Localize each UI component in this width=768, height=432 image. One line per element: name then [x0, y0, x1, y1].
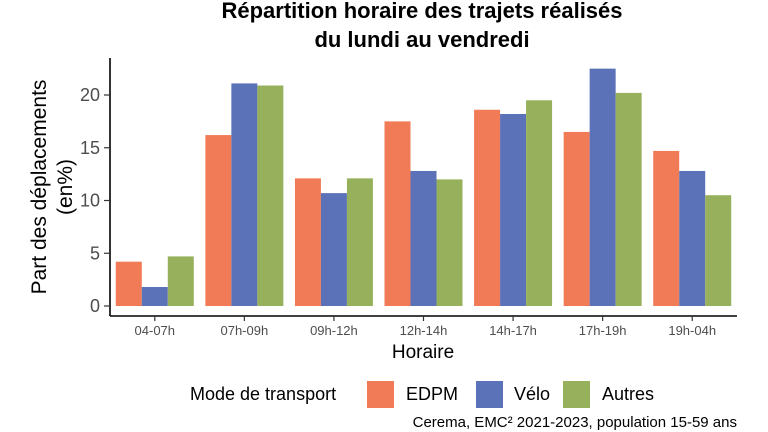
y-axis-label-unit: (en%)	[54, 159, 77, 215]
legend-title: Mode de transport	[190, 384, 336, 404]
bar-04-07h-autres	[167, 256, 194, 306]
x-tick-label-04-07h: 04-07h	[135, 323, 175, 338]
legend-label-autres: Autres	[602, 384, 654, 404]
bar-09h-12h-autres	[346, 178, 373, 306]
bar-09h-12h-velo	[320, 193, 347, 306]
bar-12h-14h-velo	[410, 170, 437, 306]
legend-swatch-velo	[476, 381, 503, 408]
bar-09h-12h-edpm	[294, 178, 321, 306]
bars	[115, 68, 732, 307]
bar-17h-19h-edpm	[563, 131, 590, 306]
legend-label-velo: Vélo	[514, 384, 550, 404]
chart-title-line2: du lundi au vendredi	[314, 27, 529, 52]
bar-04-07h-edpm	[115, 261, 142, 306]
bar-12h-14h-autres	[436, 179, 463, 306]
legend-swatch-edpm	[367, 381, 394, 408]
bar-12h-14h-edpm	[384, 121, 411, 306]
bar-17h-19h-velo	[589, 68, 616, 306]
bar-14h-17h-edpm	[474, 109, 501, 307]
legend-swatch-autres	[563, 381, 590, 408]
legend: Mode de transport EDPM Vélo Autres	[190, 381, 654, 408]
x-tick-label-17h-19h: 17h-19h	[579, 323, 627, 338]
bar-19h-04h-velo	[679, 170, 706, 306]
bar-17h-19h-autres	[615, 92, 642, 306]
legend-label-edpm: EDPM	[406, 384, 458, 404]
y-tick-label-15: 15	[80, 138, 100, 158]
y-axis-label: Part des déplacements	[28, 80, 51, 295]
x-tick-label-12h-14h: 12h-14h	[400, 323, 448, 338]
x-tick-label-14h-17h: 14h-17h	[489, 323, 537, 338]
y-tick-label-20: 20	[80, 85, 100, 105]
bar-14h-17h-autres	[526, 100, 553, 307]
bar-04-07h-velo	[141, 287, 168, 306]
bar-14h-17h-velo	[500, 113, 527, 307]
y-axis-ticks: 0 5 10 15 20	[80, 85, 110, 316]
chart-title: Répartition horaire des trajets réalisés	[221, 0, 622, 23]
bar-07h-09h-velo	[231, 83, 258, 307]
y-tick-label-10: 10	[80, 191, 100, 211]
bar-07h-09h-autres	[257, 85, 284, 306]
bar-19h-04h-autres	[705, 195, 732, 306]
x-tick-label-19h-04h: 19h-04h	[668, 323, 716, 338]
source-caption: Cerema, EMC² 2021-2023, population 15-59…	[413, 414, 737, 431]
x-tick-label-09h-12h: 09h-12h	[310, 323, 358, 338]
y-tick-label-5: 5	[90, 243, 100, 263]
bar-07h-09h-edpm	[205, 135, 232, 306]
x-axis-label: Horaire	[392, 342, 454, 363]
x-tick-label-07h-09h: 07h-09h	[220, 323, 268, 338]
y-tick-label-0: 0	[90, 296, 100, 316]
x-axis-ticks: 04-07h 07h-09h 09h-12h 12h-14h 14h-17h 17h-19…	[135, 316, 716, 338]
bar-19h-04h-edpm	[653, 150, 680, 306]
